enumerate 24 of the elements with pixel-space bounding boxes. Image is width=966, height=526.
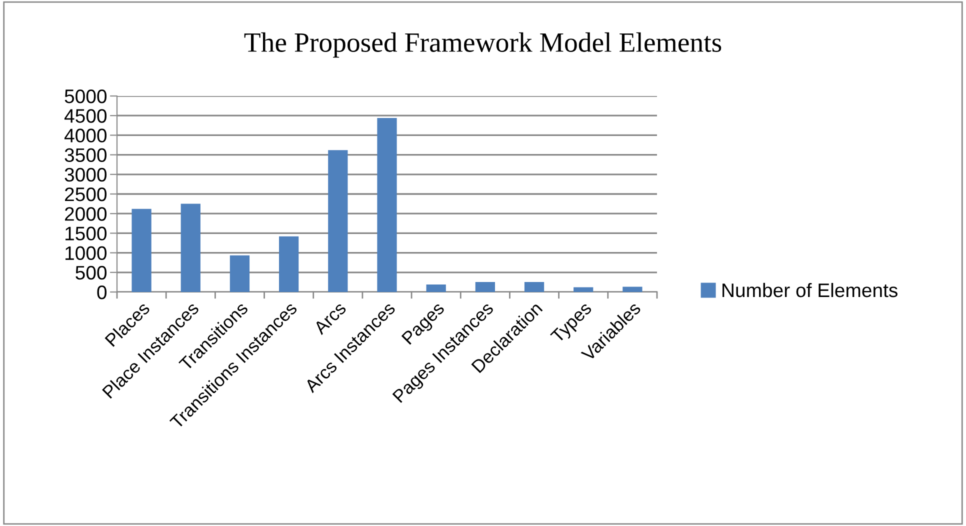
bar: [426, 284, 446, 292]
y-tick-label: 4500: [64, 109, 107, 123]
bar: [475, 282, 495, 292]
y-tick-label: 500: [76, 266, 107, 280]
bar: [132, 208, 152, 292]
bar: [377, 118, 397, 292]
y-tick-label: 3500: [64, 148, 107, 162]
y-tick-label: 1000: [66, 246, 107, 260]
y-tick-label: 3000: [64, 168, 107, 182]
bar: [279, 236, 299, 292]
bar: [524, 282, 544, 292]
bar: [328, 150, 348, 292]
y-tick-label: 2000: [65, 207, 107, 221]
bar: [622, 286, 642, 292]
chart-title: The Proposed Framework Model Elements: [244, 32, 722, 58]
y-tick-label: 1500: [66, 226, 107, 240]
bar: [574, 287, 594, 292]
y-tick-label: 4000: [64, 128, 107, 142]
y-tick-label: 2500: [65, 187, 107, 202]
bar: [230, 255, 250, 292]
legend-label: Number of Elements: [722, 282, 898, 298]
y-tick-label: 0: [97, 285, 107, 300]
y-tick-label: 5000: [64, 89, 107, 104]
bar: [180, 204, 200, 292]
